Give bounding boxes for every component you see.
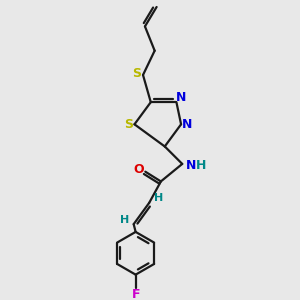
Text: S: S — [124, 118, 133, 131]
Text: N: N — [186, 159, 196, 172]
Text: O: O — [133, 163, 144, 176]
Text: F: F — [131, 288, 140, 300]
Text: H: H — [196, 159, 206, 172]
Text: N: N — [182, 118, 192, 131]
Text: S: S — [132, 67, 141, 80]
Text: H: H — [154, 193, 164, 203]
Text: N: N — [176, 91, 187, 104]
Text: H: H — [120, 215, 130, 225]
